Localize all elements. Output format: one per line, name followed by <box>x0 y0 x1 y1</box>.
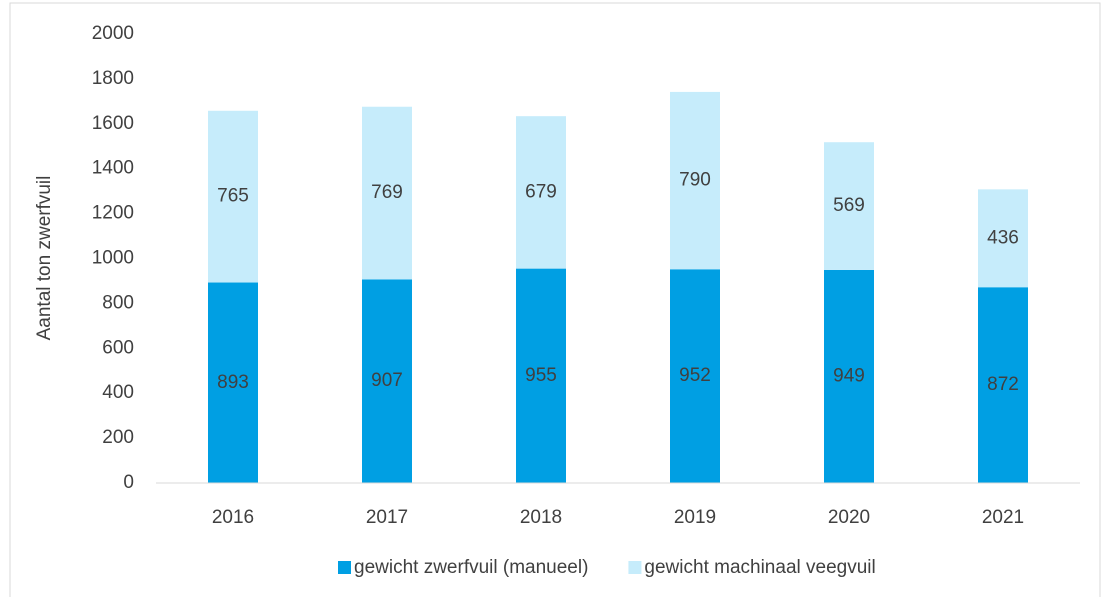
data-label: 893 <box>217 372 249 393</box>
bar-segment <box>208 282 258 483</box>
x-tick-label: 2018 <box>520 507 562 528</box>
y-tick-label: 1200 <box>92 203 134 224</box>
legend-swatch <box>338 561 351 574</box>
data-label: 949 <box>833 365 865 386</box>
y-tick-label: 1800 <box>92 68 134 89</box>
y-tick-label: 1000 <box>92 248 134 269</box>
bar-segment <box>824 269 874 483</box>
data-label: 952 <box>679 365 711 386</box>
data-label: 907 <box>371 370 403 391</box>
data-label: 955 <box>525 365 557 386</box>
bar-segment <box>516 268 566 483</box>
y-tick-label: 400 <box>102 382 134 403</box>
y-tick-label: 0 <box>123 472 134 493</box>
y-tick-label: 600 <box>102 337 134 358</box>
data-label: 790 <box>679 170 711 191</box>
data-label: 569 <box>833 195 865 216</box>
y-tick-label: 2000 <box>92 23 134 44</box>
y-tick-label: 200 <box>102 427 134 448</box>
data-label: 679 <box>525 181 557 202</box>
x-tick-label: 2017 <box>366 507 408 528</box>
y-tick-label: 800 <box>102 292 134 313</box>
data-label: 436 <box>987 227 1019 248</box>
bar-segment <box>824 142 874 270</box>
bar-segment <box>362 106 412 280</box>
y-axis-label: Aantal ton zwerfvuil <box>34 176 55 341</box>
chart-border <box>9 2 1101 597</box>
y-tick-label: 1400 <box>92 158 134 179</box>
x-tick-label: 2021 <box>982 507 1024 528</box>
y-tick-label: 1600 <box>92 113 134 134</box>
x-tick-label: 2016 <box>212 507 254 528</box>
bar-segment <box>978 189 1028 288</box>
legend-label: gewicht machinaal veegvuil <box>644 557 875 578</box>
bar-segment <box>670 91 720 270</box>
data-label: 769 <box>371 182 403 203</box>
x-tick-label: 2020 <box>828 507 870 528</box>
bar-segment <box>670 269 720 483</box>
bar-segment <box>362 279 412 483</box>
bar-segment <box>978 287 1028 483</box>
data-label: 872 <box>987 374 1019 395</box>
data-label: 765 <box>217 186 249 207</box>
legend-label: gewicht zwerfvuil (manueel) <box>354 557 588 578</box>
bar-segment <box>516 116 566 269</box>
legend-swatch <box>628 561 642 574</box>
x-tick-label: 2019 <box>674 507 716 528</box>
bar-segment <box>208 110 258 283</box>
